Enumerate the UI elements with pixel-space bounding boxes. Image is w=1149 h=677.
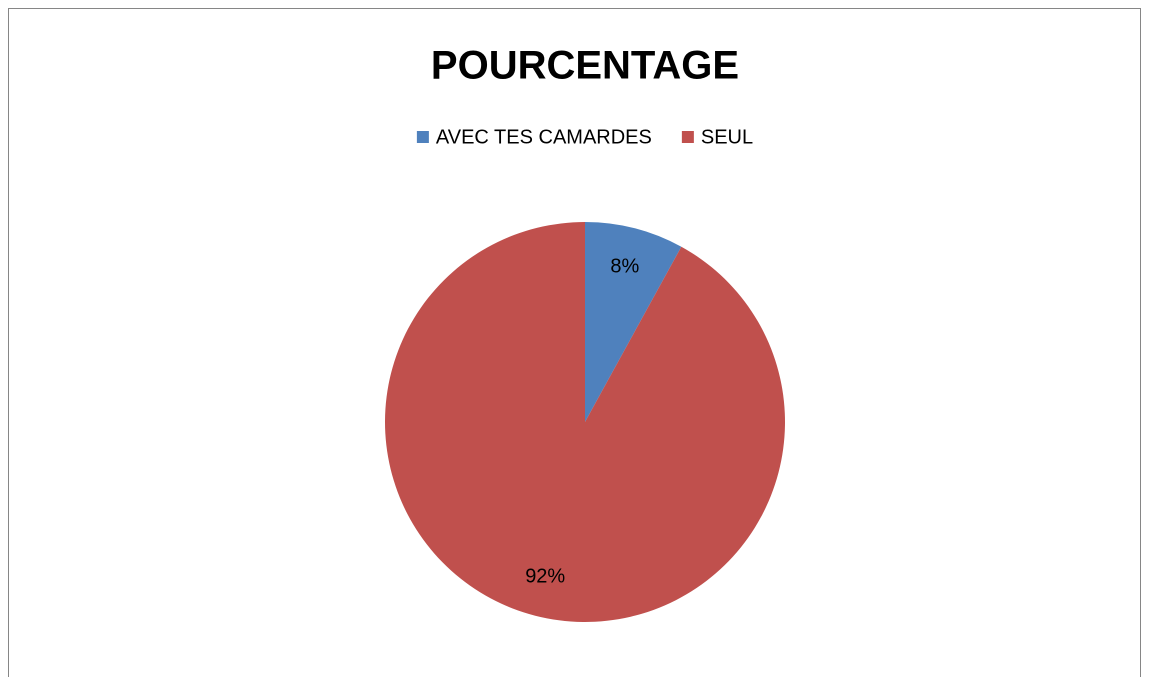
pie-slice	[585, 222, 682, 422]
legend-label: SEUL	[701, 126, 753, 148]
legend-swatch	[416, 131, 429, 143]
legend-label: AVEC TES CAMARDES	[436, 126, 652, 148]
pie-slice	[385, 222, 786, 622]
chart-title: POURCENTAGE	[431, 44, 739, 88]
legend-swatch	[681, 131, 694, 143]
data-label: 8%	[610, 255, 639, 277]
chart-border	[8, 8, 1141, 677]
data-label: 92%	[525, 565, 565, 587]
